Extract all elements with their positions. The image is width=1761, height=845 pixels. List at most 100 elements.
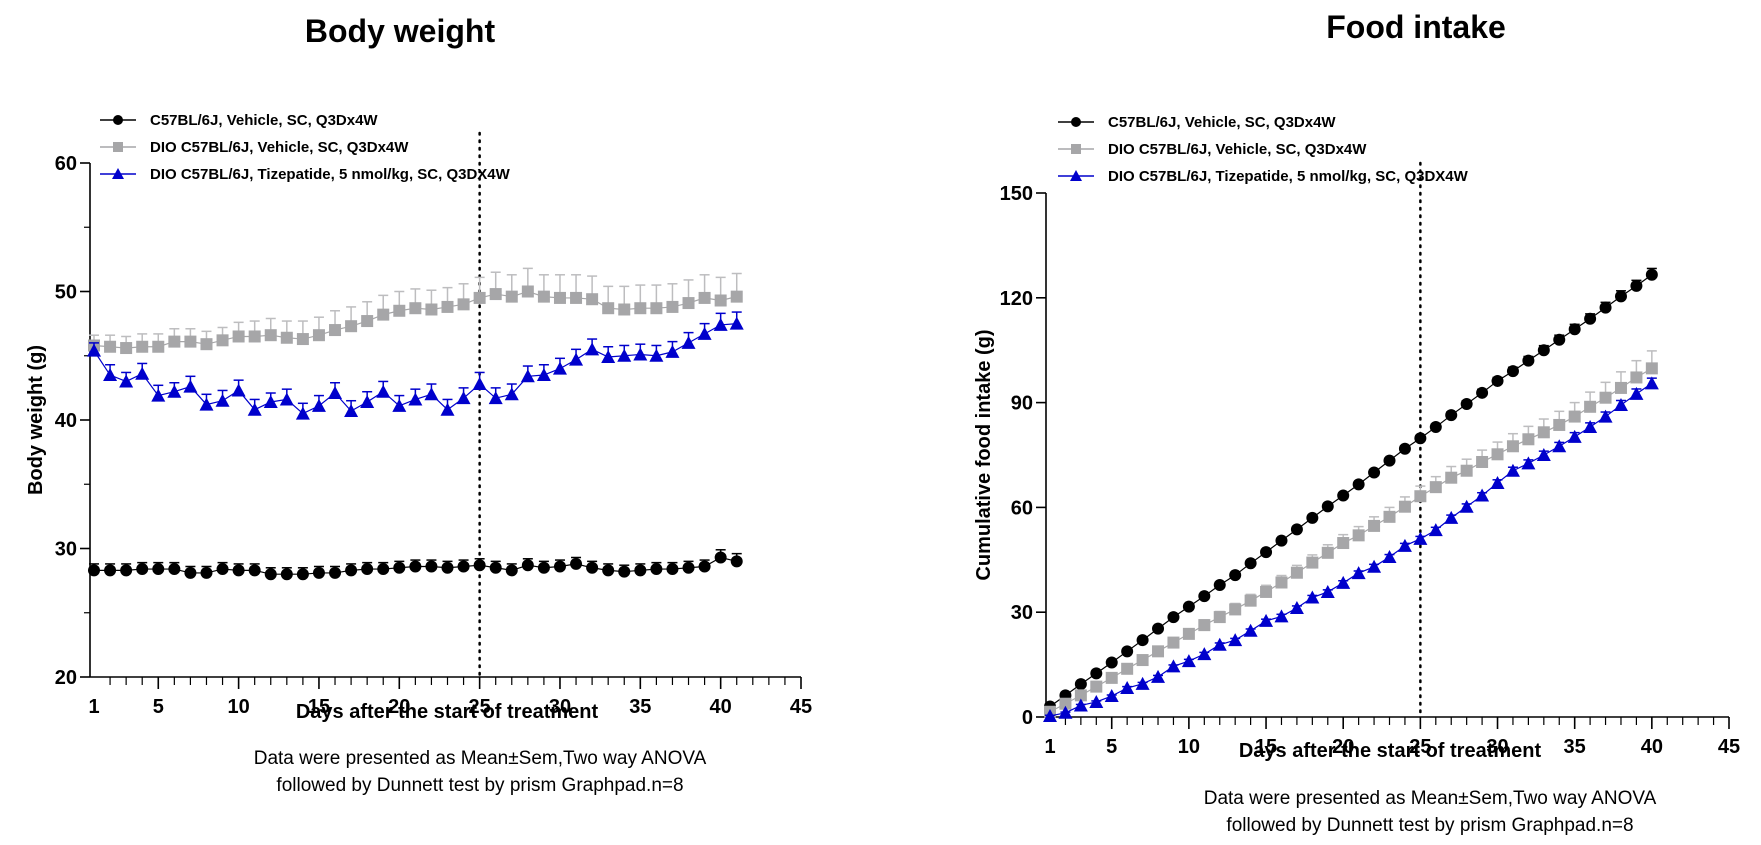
circle-marker (1352, 478, 1365, 491)
triangle-marker (440, 402, 455, 416)
x-tick-label: 35 (629, 696, 651, 718)
square-marker (666, 300, 679, 313)
square-marker (1229, 603, 1242, 616)
triangle-marker (183, 379, 198, 393)
square-marker (232, 330, 245, 343)
circle-marker (698, 560, 711, 573)
circle-marker (248, 564, 261, 577)
footnote-line-2: followed by Dunnett test by prism Graphp… (276, 775, 683, 796)
circle-marker (216, 563, 229, 576)
circle-marker (1121, 645, 1134, 658)
triangle-marker (295, 406, 310, 420)
circle-marker (1167, 611, 1180, 624)
legend-label: DIO C57BL/6J, Vehicle, SC, Q3Dx4W (150, 139, 409, 156)
y-tick-label: 20 (55, 667, 77, 689)
triangle-marker (633, 347, 648, 361)
square-marker (1630, 371, 1643, 384)
circle-marker (200, 566, 213, 579)
circle-marker (1460, 397, 1473, 410)
square-marker (1213, 611, 1226, 624)
square-marker (1105, 671, 1118, 684)
square-marker (1491, 448, 1504, 461)
legend-label: DIO C57BL/6J, Vehicle, SC, Q3Dx4W (1108, 141, 1367, 158)
square-marker (505, 290, 518, 303)
circle-marker (730, 555, 743, 568)
triangle-marker (1644, 376, 1659, 390)
triangle-marker (601, 350, 616, 364)
series-layer (87, 267, 744, 581)
x-tick-label: 1 (1044, 736, 1055, 758)
square-marker (1321, 546, 1334, 559)
circle-marker (1198, 590, 1211, 603)
square-marker (1383, 510, 1396, 523)
circle-marker (505, 564, 518, 577)
circle-marker (1306, 511, 1319, 524)
square-marker (1121, 662, 1134, 675)
triangle-marker (681, 335, 696, 349)
triangle-marker (87, 343, 101, 357)
circle-marker (136, 563, 149, 576)
circle-marker (1476, 386, 1489, 399)
square-marker (1182, 627, 1195, 640)
triangle-marker (1058, 705, 1073, 719)
y-tick-label: 60 (55, 153, 77, 175)
square-marker (409, 302, 422, 315)
square-marker (1414, 490, 1427, 503)
triangle-marker (1428, 523, 1443, 537)
circle-marker (168, 563, 181, 576)
square-marker (1553, 418, 1566, 431)
x-tick-label: 40 (710, 696, 732, 718)
legend-item: C57BL/6J, Vehicle, SC, Q3Dx4W (1058, 114, 1336, 131)
square-marker (1460, 464, 1473, 477)
y-tick-label: 150 (1000, 183, 1033, 205)
triangle-marker (1073, 698, 1088, 712)
circle-marker (377, 563, 390, 576)
triangle-marker (1274, 609, 1289, 623)
square-marker (1506, 440, 1519, 453)
triangle-marker (1135, 676, 1150, 690)
square-marker (586, 293, 599, 306)
triangle-marker (456, 391, 471, 405)
circle-marker (296, 568, 309, 581)
circle-marker (409, 560, 422, 573)
triangle-marker (1320, 584, 1335, 598)
x-tick-label: 20 (388, 696, 410, 718)
triangle-marker (1166, 659, 1181, 673)
legend-label: C57BL/6J, Vehicle, SC, Q3Dx4W (150, 112, 378, 129)
triangle-marker (1629, 386, 1644, 400)
circle-marker (113, 115, 123, 125)
square-marker (1260, 585, 1273, 598)
series-line (1049, 367, 1653, 713)
circle-marker (184, 566, 197, 579)
square-marker (602, 302, 615, 315)
circle-marker (473, 559, 486, 572)
triangle-marker (1475, 488, 1490, 502)
x-tick-label: 35 (1564, 736, 1586, 758)
triangle-marker (697, 326, 712, 340)
circle-marker (345, 564, 358, 577)
y-tick-label: 120 (1000, 288, 1033, 310)
square-marker (634, 302, 647, 315)
triangle-marker (1613, 398, 1628, 412)
circle-marker (232, 564, 245, 577)
circle-marker (457, 560, 470, 573)
x-tick-label: 45 (1718, 736, 1740, 758)
footnote-line-1: Data were presented as Mean±Sem,Two way … (1204, 788, 1657, 809)
x-axis-label: Days after the start of treatment (296, 701, 599, 723)
x-tick-label: 1 (88, 696, 99, 718)
circle-marker (1244, 557, 1257, 570)
circle-marker (1614, 290, 1627, 303)
square-marker (1090, 680, 1103, 693)
triangle-marker (1336, 575, 1351, 589)
circle-marker (425, 560, 438, 573)
square-marker (216, 334, 229, 347)
square-marker (393, 304, 406, 317)
triangle-marker (1598, 409, 1613, 423)
circle-marker (553, 560, 566, 573)
triangle-marker (649, 348, 664, 362)
triangle-marker (376, 384, 391, 398)
triangle-marker (119, 374, 134, 388)
square-marker (264, 329, 277, 342)
triangle-marker (360, 395, 375, 409)
